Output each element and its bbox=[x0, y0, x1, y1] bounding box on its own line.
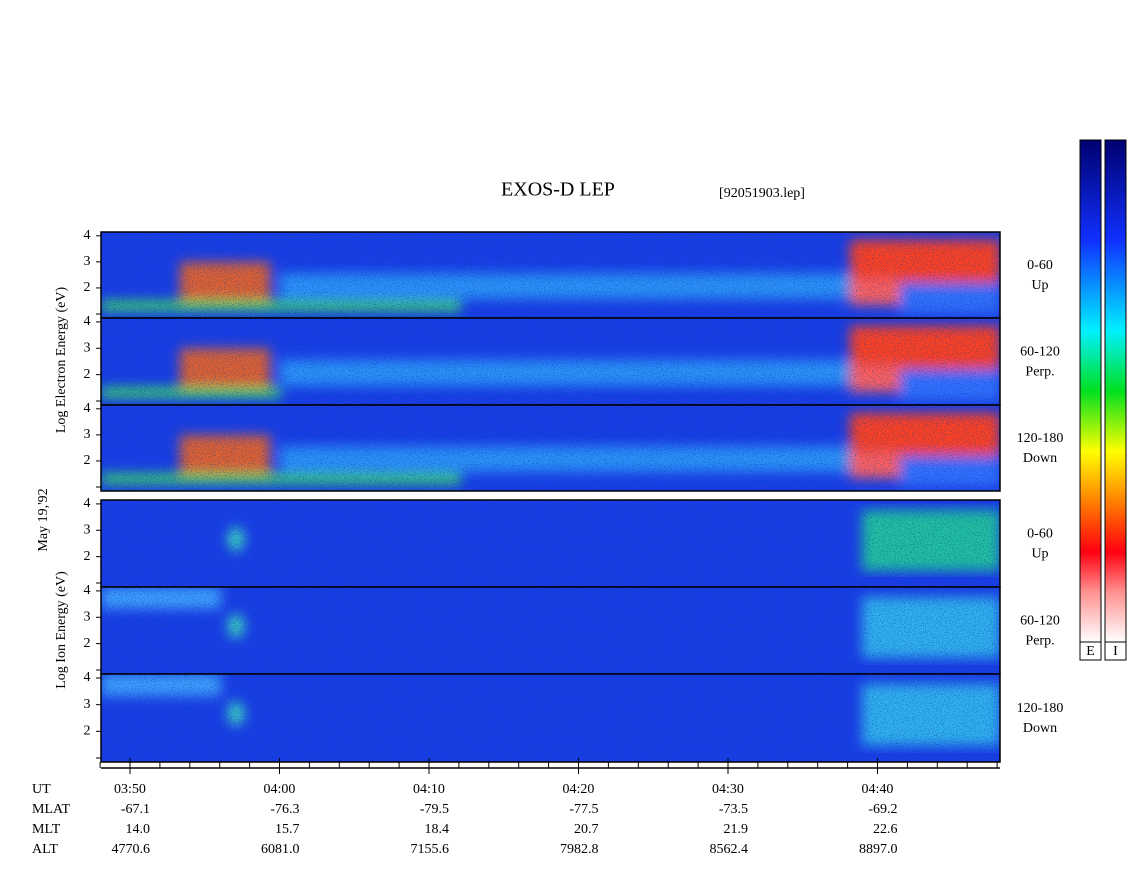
row-value: 6081.0 bbox=[261, 842, 300, 857]
row-value: 22.6 bbox=[873, 822, 898, 837]
ion-axis-label: Log Ion Energy (eV) bbox=[54, 571, 69, 689]
direction: Down bbox=[1023, 721, 1057, 736]
row-value: 4770.6 bbox=[112, 842, 151, 857]
row-value: 03:50 bbox=[114, 782, 146, 797]
y-tick-label: 2 bbox=[84, 453, 91, 468]
panel-frame bbox=[100, 673, 1001, 763]
y-tick-label: 3 bbox=[84, 427, 91, 442]
row-label: MLT bbox=[32, 822, 61, 837]
row-value: 21.9 bbox=[724, 822, 749, 837]
noise bbox=[101, 405, 1000, 491]
colorbar bbox=[1104, 139, 1127, 643]
y-tick-label: 2 bbox=[84, 549, 91, 564]
row-value: -76.3 bbox=[270, 802, 299, 817]
pitch-angle: 60-120 bbox=[1020, 614, 1060, 629]
row-value: 7155.6 bbox=[411, 842, 450, 857]
spectrogram-panel: 2 3 4 bbox=[84, 670, 1001, 763]
noise bbox=[101, 674, 1000, 762]
pitch-angle: 0-60 bbox=[1027, 258, 1053, 273]
row-value: -77.5 bbox=[569, 802, 598, 817]
y-tick-label: 3 bbox=[84, 609, 91, 624]
row-value: 04:30 bbox=[712, 782, 744, 797]
row-value: 04:20 bbox=[563, 782, 595, 797]
pitch-angle: 120-180 bbox=[1017, 431, 1064, 446]
y-tick-label: 4 bbox=[84, 670, 91, 685]
row-value: -79.5 bbox=[420, 802, 449, 817]
y-tick-label: 3 bbox=[84, 522, 91, 537]
file-name: [92051903.lep] bbox=[719, 186, 805, 201]
row-value: 18.4 bbox=[425, 822, 450, 837]
direction: Up bbox=[1031, 278, 1048, 293]
row-value: -73.5 bbox=[719, 802, 748, 817]
panels: 2 3 4 0-60 Up 2 3 4 60-120 Perp. 2 3 4 120-180 Down 2 3 4… bbox=[84, 228, 1064, 763]
row-value: 8897.0 bbox=[859, 842, 898, 857]
direction: Perp. bbox=[1025, 365, 1054, 380]
row-value: -67.1 bbox=[121, 802, 150, 817]
y-tick-label: 2 bbox=[84, 636, 91, 651]
row-value: 04:10 bbox=[413, 782, 445, 797]
row-label: ALT bbox=[32, 842, 58, 857]
time-axis: UT 03:50 04:00 04:10 04:20 04:30 04:40 MLAT -67.… bbox=[32, 758, 1000, 857]
title: EXOS-D LEP bbox=[501, 179, 615, 201]
spectrogram-panel: 2 3 4 bbox=[84, 228, 1001, 319]
y-tick-label: 2 bbox=[84, 724, 91, 739]
y-tick-label: 4 bbox=[84, 228, 91, 243]
colorbar-label: I bbox=[1113, 644, 1118, 659]
colorbar-label: E bbox=[1086, 644, 1095, 659]
direction: Perp. bbox=[1025, 634, 1054, 649]
spectrogram-panel: 2 3 4 bbox=[84, 496, 1001, 588]
colorbar-box bbox=[1079, 641, 1102, 661]
noise bbox=[101, 500, 1000, 587]
y-tick-label: 3 bbox=[84, 254, 91, 269]
noise bbox=[101, 232, 1000, 318]
direction: Up bbox=[1031, 547, 1048, 562]
row-value: 8562.4 bbox=[710, 842, 749, 857]
row-value: 7982.8 bbox=[560, 842, 599, 857]
y-tick-label: 4 bbox=[84, 314, 91, 329]
panel-frame bbox=[100, 404, 1001, 492]
colorbar-box bbox=[1104, 641, 1127, 661]
row-value: 15.7 bbox=[275, 822, 300, 837]
direction: Down bbox=[1023, 451, 1057, 466]
row-label: MLAT bbox=[32, 802, 71, 817]
y-tick-label: 2 bbox=[84, 367, 91, 382]
row-value: 04:40 bbox=[862, 782, 894, 797]
row-value: 20.7 bbox=[574, 822, 599, 837]
row-value: 14.0 bbox=[126, 822, 151, 837]
row-value: 04:00 bbox=[264, 782, 296, 797]
row-value: -69.2 bbox=[868, 802, 897, 817]
spectrogram-panel: 2 3 4 bbox=[84, 314, 1001, 406]
row-label: UT bbox=[32, 782, 51, 797]
date-label: May 19,'92 bbox=[36, 488, 51, 551]
y-tick-label: 3 bbox=[84, 340, 91, 355]
spectrogram-panel: 2 3 4 bbox=[84, 401, 1001, 492]
y-tick-label: 2 bbox=[84, 280, 91, 295]
pitch-angle: 0-60 bbox=[1027, 527, 1053, 542]
noise bbox=[101, 587, 1000, 674]
electron-axis-label: Log Electron Energy (eV) bbox=[54, 287, 69, 434]
spectrogram-panel: 2 3 4 bbox=[84, 583, 1001, 675]
y-tick-label: 4 bbox=[84, 583, 91, 598]
colorbar bbox=[1079, 139, 1102, 643]
pitch-angle: 120-180 bbox=[1017, 701, 1064, 716]
y-tick-label: 3 bbox=[84, 697, 91, 712]
y-tick-label: 4 bbox=[84, 401, 91, 416]
y-tick-label: 4 bbox=[84, 496, 91, 511]
pitch-angle: 60-120 bbox=[1020, 345, 1060, 360]
noise bbox=[101, 318, 1000, 405]
